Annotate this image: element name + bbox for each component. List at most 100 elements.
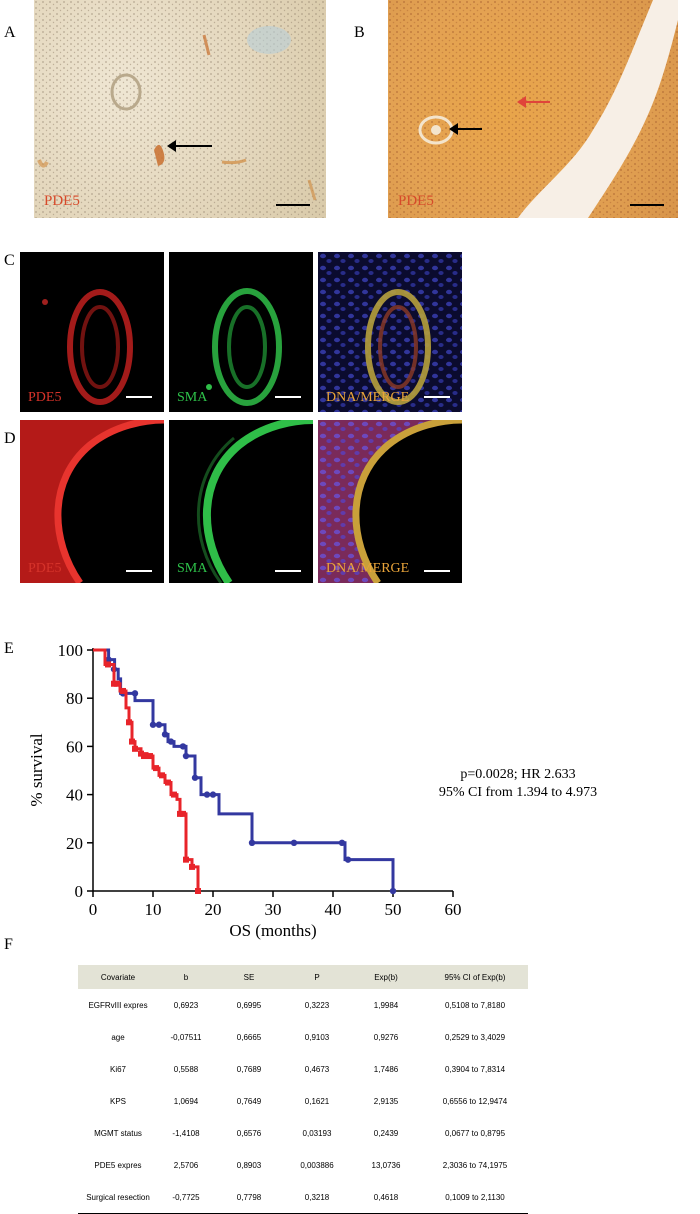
censor-point [131,690,139,697]
series-group [93,648,201,894]
table-row: Surgical resection -0,7725 0,7798 0,3218… [78,1181,528,1214]
table-cell: Ki67 [109,1064,126,1074]
censor-point [338,839,346,846]
censor-point [126,719,132,726]
table-cell: -0,7725 [158,1181,214,1214]
signal-d-pde5 [20,420,164,583]
censor-point [159,772,165,779]
censor-point [167,738,175,745]
table-cell: 13,0736 [371,1160,401,1170]
censor-point [141,753,147,760]
table-cell: 0,1621 [304,1096,330,1106]
table-cell: 1,7486 [373,1064,399,1074]
table-cell: 2,5706 [173,1160,199,1170]
column-header: Exp(b) [350,965,422,989]
column-header: P [284,965,350,989]
table-cell: 0,3904 to 7,8314 [444,1064,506,1074]
chart-series [93,648,397,895]
table-cell: 2,3036 to 74,1975 [442,1160,508,1170]
table-cell: 0,7798 [214,1181,284,1214]
y-axis-label: % survival [27,733,46,806]
table-cell: PDE5 expres [94,1160,142,1170]
table-cell: 0,4618 [350,1181,422,1214]
table-row: Ki67 0,5588 0,7689 0,4673 1,7486 0,3904 … [78,1053,528,1085]
label-c-merge: DNA/MERGE [326,390,410,405]
censor-point [290,839,298,846]
x-tick-label: 60 [445,900,462,919]
scale-bar-c-pde5 [126,396,152,398]
column-header: 95% CI of Exp(b) [422,965,528,989]
table-cell: 0,6923 [173,1000,199,1010]
scale-bar-d-sma [275,570,301,572]
label-d-pde5: PDE5 [28,561,62,576]
tissue-texture-b [388,0,678,218]
arrow-b-red [517,96,550,108]
series-line [93,648,395,891]
table-header-row: Covariate b SE P Exp(b) 95% CI of Exp(b) [78,965,528,989]
table-cell: 0,4673 [304,1064,330,1074]
table-cell: 0,1009 to 2,1130 [422,1181,528,1214]
column-header: b [158,965,214,989]
column-header: SE [214,965,284,989]
fluorescence-d-pde5: PDE5 [20,420,164,583]
label-d-sma: SMA [177,561,208,576]
table-row: PDE5 expres 2,5706 0,8903 0,003886 13,07… [78,1149,528,1181]
censor-point [165,779,171,786]
table-cell: 0,003886 [300,1160,334,1170]
y-tick-label: 0 [75,882,84,901]
x-tick-label: 30 [265,900,282,919]
stats-annotation-line1: p=0.0028; HR 2.633 [460,767,575,782]
series-line [93,648,200,891]
table-cell: 0,6556 to 12,9474 [442,1096,508,1106]
tissue-texture-a [34,0,326,218]
censor-point [195,888,201,894]
fluorescence-c-sma: SMA [169,252,313,412]
y-tick-label: 20 [66,834,83,853]
censor-point [389,887,397,895]
signal-c-merge [318,252,462,412]
ihc-image-a: PDE5 [34,0,326,218]
scale-bar-c-sma [275,396,301,398]
table-cell: 0,2439 [373,1128,399,1138]
x-tick-label: 10 [145,900,162,919]
signal-d-merge [318,420,462,583]
table-cell: 0,3218 [284,1181,350,1214]
signal-c-pde5 [42,289,133,405]
table-cell: 0,03193 [302,1128,332,1138]
scale-bar-d-pde5 [126,570,152,572]
censor-point [114,680,120,687]
scale-bar-c-merge [424,396,450,398]
y-tick-label: 60 [66,737,83,756]
table-cell: 0,9103 [304,1032,330,1042]
censor-point [183,856,189,863]
arrow-b-black [449,123,482,135]
panel-letter-c: C [4,252,15,269]
censor-point [129,738,135,745]
cox-regression-table: Covariate b SE P Exp(b) 95% CI of Exp(b)… [78,965,528,1214]
table-cell: 0,7649 [236,1096,262,1106]
y-tick-label: 80 [66,689,83,708]
column-header: Covariate [78,965,158,989]
table-cell: 0,6576 [236,1128,262,1138]
censor-point [147,753,153,760]
ihc-image-b: PDE5 [388,0,678,218]
x-tick-label: 20 [205,900,222,919]
censor-point [132,745,138,752]
table-cell: 0,5588 [173,1064,199,1074]
label-d-merge: DNA/MERGE [326,561,410,576]
censor-point [209,791,217,798]
table-cell: EGFRvIII expres [88,1000,148,1010]
table-cell: Surgical resection [78,1181,158,1214]
table-cell: 1,0694 [173,1096,199,1106]
stain-label-a: PDE5 [44,193,80,209]
panel-letter-f: F [4,936,13,953]
x-tick-label: 50 [385,900,402,919]
censor-point [182,752,190,760]
censor-point [149,721,157,728]
table-cell: 0,3223 [304,1000,330,1010]
censor-point [155,721,163,728]
label-c-pde5: PDE5 [28,390,62,405]
table-cell: -0,07511 [170,1032,202,1042]
censor-point [203,791,211,798]
stain-label-b: PDE5 [398,193,434,209]
